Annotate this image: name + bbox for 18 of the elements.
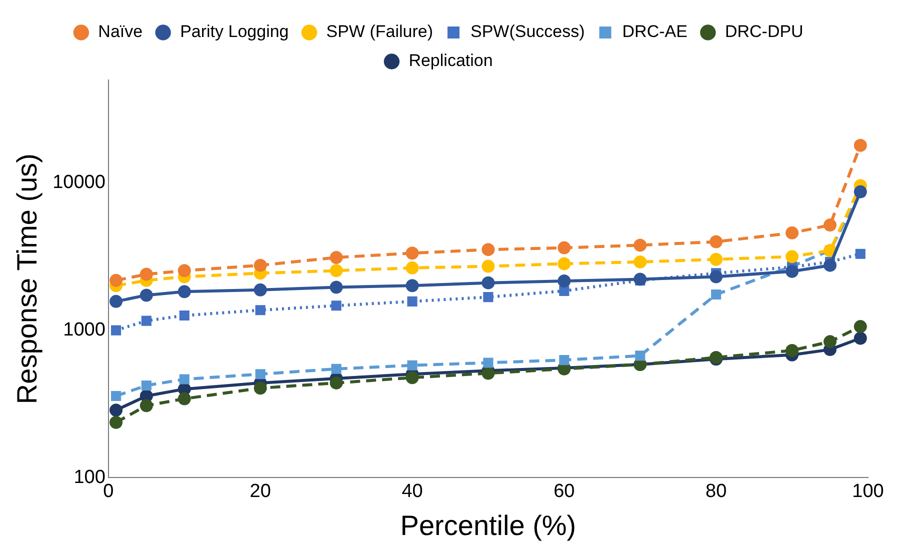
y-axis-title: Response Time (us)	[12, 154, 43, 404]
legend-label: SPW (Failure)	[326, 22, 433, 42]
legend-label: DRC-AE	[622, 22, 688, 42]
x-tick-label: 100	[852, 481, 884, 502]
x-tick-label: 20	[250, 481, 271, 502]
y-tick-label: 10000	[52, 172, 106, 194]
x-axis-title: Percentile (%)	[400, 510, 576, 541]
x-tick-label: 40	[402, 481, 423, 502]
legend-label: Replication	[408, 51, 493, 70]
legend-label: SPW(Success)	[470, 22, 585, 42]
legend-label: Parity Logging	[180, 22, 289, 42]
x-tick-label: 0	[103, 481, 114, 502]
y-tick-label: 1000	[63, 320, 106, 341]
x-tick-label: 80	[706, 481, 727, 502]
legend-label: DRC-DPU	[724, 22, 804, 42]
y-tick-label: 100	[74, 466, 106, 488]
legend-label: Naïve	[98, 22, 143, 42]
x-tick-label: 60	[554, 481, 575, 502]
